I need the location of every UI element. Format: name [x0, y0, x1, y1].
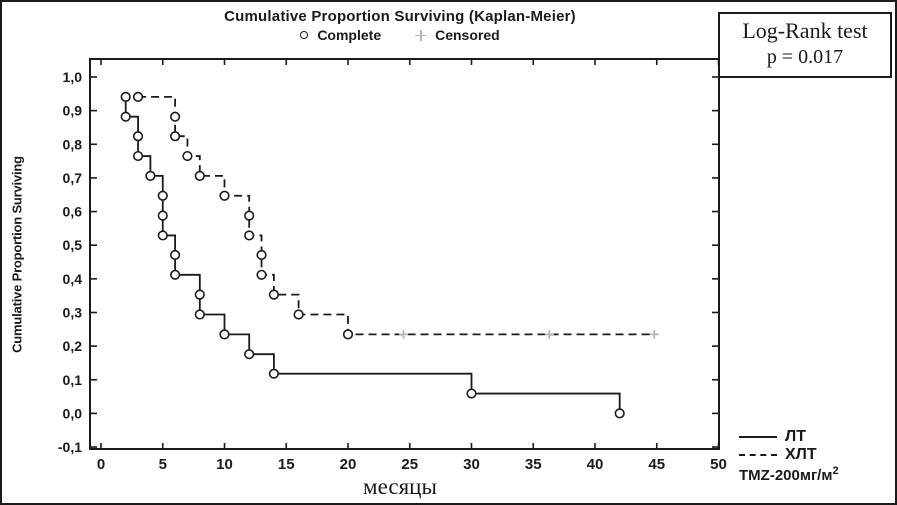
event-marker [219, 190, 230, 201]
y-tick-label: 0,3 [63, 304, 83, 320]
marker-legend: Complete Censored [90, 27, 710, 43]
censored-label: Censored [435, 27, 500, 43]
event-marker [132, 150, 144, 162]
x-tick-label: 35 [525, 456, 542, 473]
tmz-dose-note: TMZ-200мг/м2 [739, 465, 895, 484]
event-marker [194, 289, 205, 300]
y-tick-label: 0,8 [63, 136, 83, 152]
lt-label: ЛТ [785, 428, 806, 445]
event-marker [244, 349, 255, 360]
event-marker [120, 111, 131, 122]
logrank-title: Log-Rank test [742, 18, 868, 43]
plus-icon [415, 29, 427, 41]
x-tick-label: 20 [340, 456, 357, 473]
y-tick-label: -0,1 [58, 439, 82, 455]
event-marker [170, 269, 181, 280]
x-tick-label: 25 [401, 456, 418, 473]
event-marker [170, 111, 181, 122]
event-marker [268, 368, 280, 379]
y-tick-label: 0,6 [63, 204, 83, 220]
x-tick-label: 0 [97, 456, 105, 473]
event-marker [194, 309, 205, 320]
event-marker [256, 269, 267, 280]
complete-legend-item: Complete [300, 27, 381, 43]
complete-label: Complete [317, 27, 382, 43]
event-marker [466, 388, 477, 399]
chart-title: Cumulative Proportion Surviving (Kaplan-… [224, 8, 576, 25]
tmz-text: TMZ-200мг/м [739, 467, 833, 484]
event-marker [614, 408, 625, 419]
dashed-line-icon [739, 454, 777, 456]
x-tick-label: 40 [587, 456, 604, 473]
x-tick-label: 50 [710, 456, 727, 473]
event-marker [342, 329, 354, 340]
logrank-box: Log-Rank test p = 0.017 [718, 12, 892, 78]
event-marker [182, 150, 193, 162]
y-tick-label: 0,1 [63, 372, 83, 388]
censored-legend-item: Censored [415, 27, 500, 43]
event-marker [170, 131, 181, 142]
event-marker [132, 91, 144, 102]
event-marker [145, 170, 156, 182]
x-axis-title: месяцы [363, 474, 437, 499]
event-marker [132, 131, 144, 142]
plot-frame [89, 58, 720, 450]
event-marker [244, 230, 255, 241]
y-tick-label: 0,9 [63, 103, 83, 119]
hlt-label: ХЛТ [785, 446, 817, 463]
event-marker [256, 249, 267, 261]
event-marker [157, 210, 168, 221]
event-marker [219, 329, 230, 340]
logrank-pvalue: p = 0.017 [766, 46, 844, 68]
event-marker [194, 170, 205, 182]
event-marker [157, 230, 168, 241]
km-curve-dashed [138, 95, 655, 336]
series-legend: ЛТ ХЛТ TMZ-200мг/м2 [739, 428, 895, 484]
x-tick-label: 5 [159, 456, 167, 473]
event-marker [120, 91, 131, 102]
y-tick-label: 0,2 [63, 338, 83, 354]
series-legend-hlt: ХЛТ [739, 446, 895, 464]
event-marker [244, 210, 255, 221]
y-tick-label: 1,0 [63, 69, 83, 85]
y-tick-label: 0,5 [63, 237, 83, 253]
event-marker [170, 249, 181, 261]
series-legend-lt: ЛТ [739, 428, 895, 446]
x-tick-label: 30 [463, 456, 480, 473]
y-tick-label: 0,7 [63, 170, 83, 186]
km-curve-solid [124, 96, 621, 414]
y-tick-label: 0,0 [63, 405, 83, 421]
event-marker [293, 309, 304, 320]
x-tick-label: 10 [216, 456, 233, 473]
event-marker [268, 289, 280, 300]
x-tick-label: 15 [278, 456, 295, 473]
tmz-superscript: 2 [832, 465, 839, 477]
open-circle-icon [300, 31, 309, 39]
y-tick-label: 0,4 [63, 271, 83, 287]
solid-line-icon [739, 436, 777, 438]
event-marker [157, 190, 168, 201]
x-tick-label: 45 [648, 456, 665, 473]
